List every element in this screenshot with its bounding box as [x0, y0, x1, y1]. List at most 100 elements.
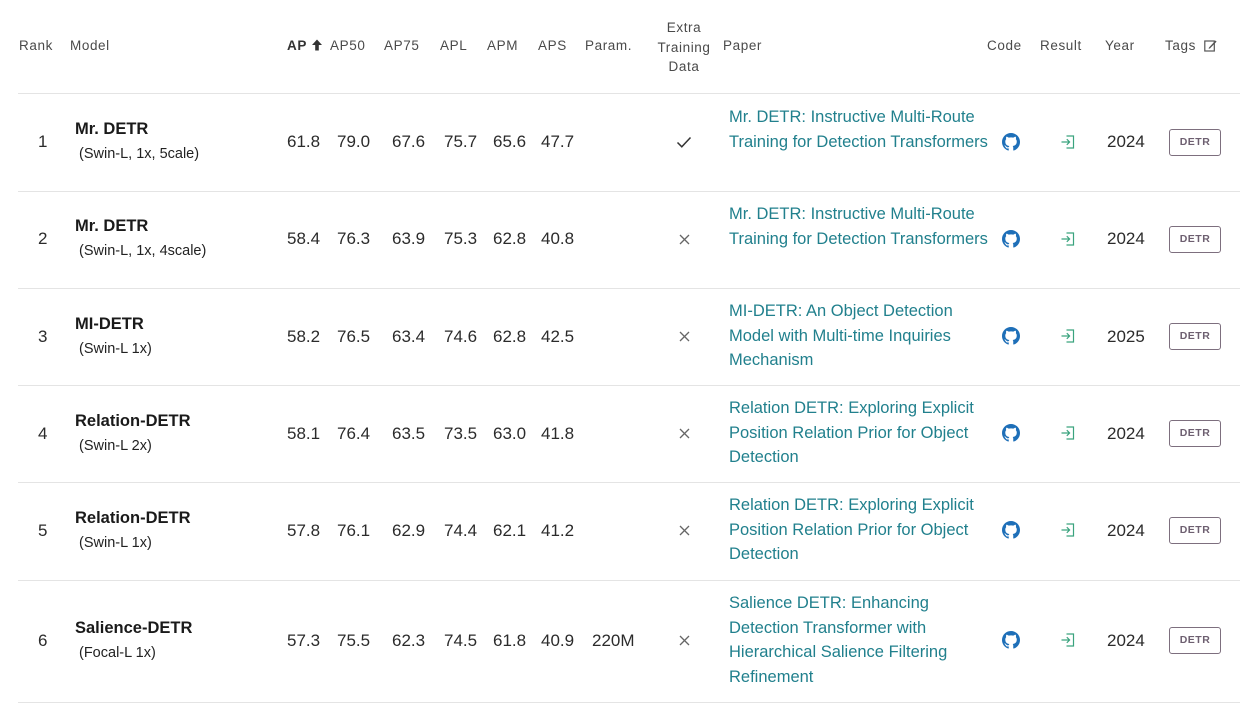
ap75-value: 67.6	[392, 132, 426, 151]
ap-value: 58.1	[287, 424, 321, 443]
tag-badge[interactable]: DETR	[1169, 226, 1221, 253]
apl-value: 74.5	[444, 631, 478, 650]
model-cell: Mr. DETR (Swin-L, 1x, 5cale)	[75, 120, 199, 162]
ap50-value: 75.5	[337, 631, 371, 650]
header-param[interactable]: Param.	[585, 38, 633, 53]
tag-badge[interactable]: DETR	[1169, 420, 1221, 447]
model-name-link[interactable]: Mr. DETR	[75, 120, 149, 138]
header-ap-sorted[interactable]: AP	[287, 38, 323, 53]
aps-value: 47.7	[541, 132, 575, 151]
header-ap75[interactable]: AP75	[384, 38, 420, 53]
param-value: 220M	[592, 631, 635, 650]
ap-value: 61.8	[287, 132, 321, 151]
model-name-link[interactable]: Relation-DETR	[75, 509, 191, 527]
ap50-value: 79.0	[337, 132, 371, 151]
rank-cell: 2	[38, 229, 48, 248]
model-config: (Swin-L 1x)	[79, 535, 152, 551]
header-apl[interactable]: APL	[440, 38, 468, 53]
header-result: Result	[1040, 38, 1082, 53]
paper-link[interactable]: MI-DETR: An Object Detection Model with …	[729, 302, 953, 370]
apm-value: 63.0	[493, 424, 527, 443]
github-icon[interactable]	[1002, 631, 1020, 649]
paper-link[interactable]: Salience DETR: Enhancing Detection Trans…	[729, 594, 948, 687]
tag-badge[interactable]: DETR	[1169, 323, 1221, 350]
rank-cell: 3	[38, 327, 48, 346]
model-name-link[interactable]: Relation-DETR	[75, 412, 191, 430]
ap50-value: 76.1	[337, 521, 371, 540]
enter-icon[interactable]	[1060, 231, 1076, 247]
paper-link[interactable]: Mr. DETR: Instructive Multi-Route Traini…	[729, 108, 988, 151]
paper-link[interactable]: Relation DETR: Exploring Explicit Positi…	[729, 399, 974, 467]
github-icon[interactable]	[1002, 424, 1020, 442]
ap-value: 57.8	[287, 521, 321, 540]
header-apm[interactable]: APM	[487, 38, 519, 53]
arrow-up-icon	[311, 39, 322, 51]
tag-badge[interactable]: DETR	[1169, 129, 1221, 156]
github-icon[interactable]	[1002, 230, 1020, 248]
table-row: 3 MI-DETR (Swin-L 1x) 58.2 76.5 63.4 74.…	[18, 289, 1240, 386]
header-rank[interactable]: Rank	[19, 38, 53, 53]
apm-value: 62.8	[493, 229, 527, 248]
model-cell: Relation-DETR (Swin-L 1x)	[75, 509, 191, 551]
year-value: 2024	[1107, 132, 1145, 151]
enter-icon[interactable]	[1060, 522, 1076, 538]
header-extra-line1: Extra	[666, 20, 702, 35]
rank-cell: 6	[38, 631, 48, 650]
cross-icon	[679, 428, 690, 439]
apm-value: 61.8	[493, 631, 527, 650]
header-extra-line3: Data	[668, 59, 700, 74]
tag-badge[interactable]: DETR	[1169, 627, 1221, 654]
enter-icon[interactable]	[1060, 425, 1076, 441]
aps-value: 40.8	[541, 229, 575, 248]
table-row: 6 Salience-DETR (Focal-L 1x) 57.3 75.5 6…	[18, 581, 1240, 703]
aps-value: 40.9	[541, 631, 575, 650]
year-value: 2024	[1107, 229, 1145, 248]
header-paper: Paper	[723, 38, 763, 53]
enter-icon[interactable]	[1060, 632, 1076, 648]
table-row: 1 Mr. DETR (Swin-L, 1x, 5cale) 61.8 79.0…	[18, 94, 1240, 192]
header-model[interactable]: Model	[70, 38, 110, 53]
header-extra-training-data[interactable]: Extra Training Data	[655, 18, 713, 77]
header-ap-label: AP	[287, 38, 307, 53]
enter-icon[interactable]	[1060, 328, 1076, 344]
header-year[interactable]: Year	[1105, 38, 1135, 53]
model-name-link[interactable]: Mr. DETR	[75, 217, 149, 235]
checkmark-icon	[676, 136, 692, 148]
header-tags: Tags	[1165, 38, 1217, 53]
edit-icon[interactable]	[1204, 39, 1217, 52]
model-cell: Relation-DETR (Swin-L 2x)	[75, 412, 191, 454]
paper-link[interactable]: Mr. DETR: Instructive Multi-Route Traini…	[729, 205, 988, 248]
model-name-link[interactable]: Salience-DETR	[75, 619, 193, 637]
ap-value: 58.4	[287, 229, 321, 248]
ap-value: 58.2	[287, 327, 321, 346]
apl-value: 74.6	[444, 327, 478, 346]
apm-value: 62.8	[493, 327, 527, 346]
model-name-link[interactable]: MI-DETR	[75, 315, 144, 333]
ap50-value: 76.5	[337, 327, 371, 346]
year-value: 2024	[1107, 521, 1145, 540]
model-cell: Mr. DETR (Swin-L, 1x, 4scale)	[75, 217, 206, 259]
model-config: (Focal-L 1x)	[79, 645, 156, 661]
header-ap50[interactable]: AP50	[330, 38, 366, 53]
enter-icon[interactable]	[1060, 134, 1076, 150]
apm-value: 65.6	[493, 132, 527, 151]
aps-value: 41.8	[541, 424, 575, 443]
year-value: 2024	[1107, 424, 1145, 443]
table-header: Rank Model AP AP50 AP75 APL APM APS Para…	[0, 0, 1256, 93]
ap75-value: 63.5	[392, 424, 426, 443]
model-config: (Swin-L, 1x, 5cale)	[79, 146, 200, 162]
ap75-value: 62.9	[392, 521, 426, 540]
cross-icon	[679, 234, 690, 245]
rank-cell: 1	[38, 132, 48, 151]
apl-value: 74.4	[444, 521, 478, 540]
model-config: (Swin-L 1x)	[79, 341, 152, 357]
apl-value: 73.5	[444, 424, 478, 443]
paper-link[interactable]: Relation DETR: Exploring Explicit Positi…	[729, 496, 974, 564]
header-aps[interactable]: APS	[538, 38, 567, 53]
ap75-value: 63.4	[392, 327, 426, 346]
tag-badge[interactable]: DETR	[1169, 517, 1221, 544]
github-icon[interactable]	[1002, 133, 1020, 151]
github-icon[interactable]	[1002, 327, 1020, 345]
header-extra-line2: Training	[657, 39, 711, 55]
github-icon[interactable]	[1002, 521, 1020, 539]
